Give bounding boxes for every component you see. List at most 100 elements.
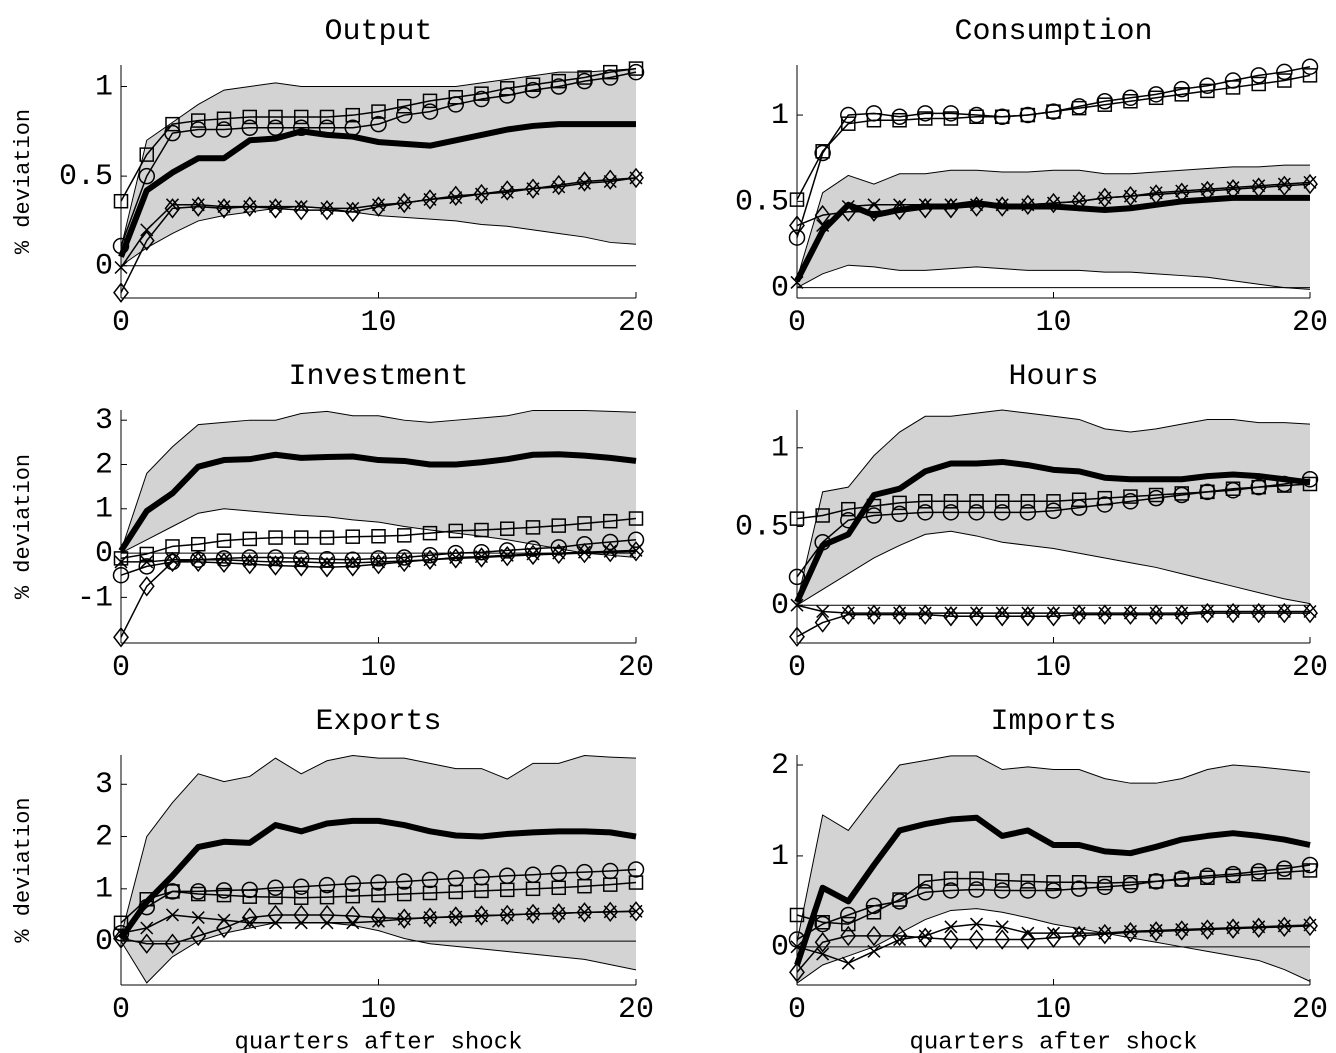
circle-marker [370,874,387,891]
circle-marker [1122,493,1139,510]
diamond-marker [293,556,310,577]
circle-marker [1019,504,1037,521]
circle-marker [344,119,361,136]
diamond-marker [396,551,413,573]
cross-marker [165,908,180,922]
chart-title: Consumption [954,15,1152,49]
series-line [120,868,637,934]
circle-marker [1199,867,1216,885]
square-marker [422,525,438,541]
square-marker [294,890,309,905]
diamond-marker [1096,187,1113,209]
cross-marker [1226,921,1240,935]
square-marker [1097,490,1113,506]
diamond-marker [1302,173,1318,195]
circle-marker [1045,103,1062,120]
diamond-marker [396,192,413,214]
diamond-marker [422,907,438,928]
square-marker [1251,479,1266,495]
y-tick-label: 1 [95,873,113,907]
y-tick-label: 1 [771,432,789,466]
cross-marker [1277,604,1291,619]
x-tick-label: 20 [1292,993,1328,1027]
circle-marker [627,531,645,549]
cross-marker [1046,196,1061,210]
square-marker [1174,486,1189,501]
square-marker [603,877,618,892]
square-marker [397,98,412,114]
cross-marker [1175,606,1189,620]
cross-marker [191,911,205,925]
x-tick-label: 0 [788,993,806,1027]
y-tick-label: 3 [95,768,113,802]
cross-marker [603,905,617,919]
diamond-marker [1276,602,1293,624]
cross-marker [1277,177,1291,191]
diamond-marker [216,198,232,219]
circle-marker [1096,878,1114,896]
diamond-marker [1096,604,1113,625]
diamond-marker [190,551,207,573]
cross-marker [970,606,984,620]
diamond-marker [319,557,335,578]
cross-marker [970,917,984,931]
square-marker [448,523,463,539]
cross-marker [1175,923,1189,937]
circle-marker [1096,496,1114,513]
square-marker [1097,875,1113,891]
series-line [118,817,637,941]
circle-marker [524,81,542,99]
diamond-marker [473,905,490,926]
cross-marker [1046,926,1061,940]
diamond-marker [396,908,413,929]
diamond-marker [138,933,155,954]
diamond-marker [840,604,857,625]
square-marker [1046,104,1061,119]
diamond-marker [550,543,567,565]
cross-marker [423,553,437,567]
circle-marker [602,533,619,551]
diamond-marker [525,178,541,199]
square-marker [1225,481,1241,496]
cross-marker [268,916,283,930]
cross-marker [500,908,514,922]
cross-marker [346,201,360,215]
square-marker [474,883,489,899]
diamond-marker [628,541,644,562]
square-marker [815,915,830,930]
circle-marker [370,115,387,133]
band-edge [120,922,637,984]
square-marker [1225,868,1241,884]
diamond-marker [602,901,619,923]
y-axis-label: % deviation [11,454,36,599]
circle-marker [421,871,439,889]
cross-marker [577,905,592,919]
diamond-marker [1199,180,1216,202]
circle-marker [1147,489,1165,507]
square-marker [1071,875,1087,890]
y-tick-label: 1 [771,99,789,133]
cross-marker [1200,182,1214,196]
x-tick-label: 10 [1035,306,1071,340]
x-tick-label: 20 [618,993,654,1027]
band-edge [796,409,1311,603]
cross-marker [294,555,308,569]
square-marker [1020,107,1036,123]
square-marker [1020,874,1036,889]
diamond-marker [917,604,934,625]
y-tick-label: 2 [95,448,113,482]
square-marker [994,494,1010,509]
diamond-marker [1276,175,1293,197]
diamond-marker [602,541,619,563]
circle-marker [865,897,883,915]
series-line [796,864,1311,941]
diamond-marker [994,196,1011,217]
square-marker [892,495,907,511]
cross-marker [1226,181,1240,195]
x-tick-label: 20 [618,651,654,685]
diamond-marker [1122,922,1139,943]
series-line [118,121,636,258]
chart-title: Hours [1008,360,1098,394]
y-tick-label: 2 [95,820,113,854]
cross-marker [371,914,386,928]
